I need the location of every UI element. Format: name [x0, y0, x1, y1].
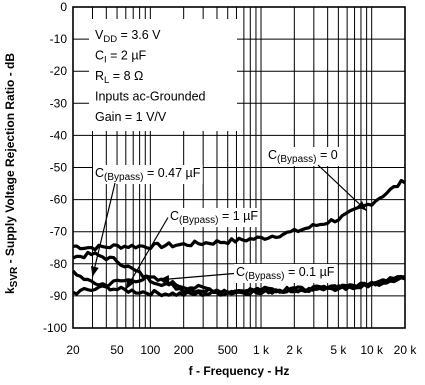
leader-arrowhead: [356, 201, 367, 211]
x-tick-label: 200: [174, 343, 194, 357]
x-tick-label: 100: [140, 343, 160, 357]
leader-line: [317, 164, 368, 212]
series-cbypass-0: [72, 178, 406, 252]
condition-gain: Gain = 1 V/V: [95, 110, 167, 124]
condition-ci: CI = 2 µF: [95, 49, 147, 66]
y-tick-label: -20: [50, 64, 68, 78]
y-tick-label: -60: [50, 193, 68, 207]
annotation-cbypass-0.1uf: C(Bypass) = 0.1 µF: [236, 265, 335, 282]
condition-inputs: Inputs ac-Grounded: [95, 90, 206, 104]
leader-arrowhead: [159, 275, 170, 283]
y-tick-label: -100: [43, 321, 67, 335]
leader-line: [159, 272, 235, 281]
y-tick-label: -10: [50, 32, 68, 46]
leader-line: [91, 182, 116, 277]
leader-line: [125, 217, 169, 290]
y-tick-label: -90: [50, 289, 68, 303]
y-tick-label: -80: [50, 257, 68, 271]
plot-frame: [72, 6, 406, 329]
x-tick-label: 20 k: [394, 343, 418, 357]
y-axis-ticks: 0 -10 -20 -30 -40 -50 -60 -70 -80 -90 -100: [43, 0, 67, 335]
y-tick-label: -70: [50, 225, 68, 239]
annotation-cbypass-1uf: C(Bypass) = 1 µF: [170, 209, 258, 226]
annotation-cbypass-0: C(Bypass) = 0: [268, 148, 338, 165]
leader-arrowhead: [125, 278, 135, 290]
annotation-cbypass-0.47uf: C(Bypass) = 0.47 µF: [95, 166, 201, 183]
y-axis-label: kSVR - Supply Voltage Rejection Ratio - …: [3, 53, 20, 294]
x-tick-label: 500: [218, 343, 238, 357]
annotation-leaders: [90, 164, 368, 290]
x-tick-label: 5 k: [330, 343, 347, 357]
x-axis-ticks: 20 50 100 200 500 1 k 2 k 5 k 10 k 20 k: [66, 343, 417, 357]
x-tick-label: 10 k: [360, 343, 384, 357]
annotation-bg: [234, 264, 337, 283]
conditions-box: [89, 19, 237, 131]
annotation-bg: [168, 208, 261, 227]
annotation-bg: [93, 165, 203, 184]
y-tick-label: -30: [50, 96, 68, 110]
x-tick-label: 50: [110, 343, 124, 357]
condition-vdd: VDD = 3.6 V: [95, 28, 161, 45]
y-tick-label: -50: [50, 161, 68, 175]
x-tick-label: 20: [66, 343, 80, 357]
leader-arrowhead: [90, 265, 99, 277]
y-tick-label: -40: [50, 128, 68, 142]
x-tick-label: 1 k: [253, 343, 270, 357]
x-tick-label: 2 k: [286, 343, 303, 357]
y-tick-label: 0: [60, 0, 67, 14]
condition-rl: RL = 8 Ω: [95, 69, 143, 86]
annotation-bg: [266, 147, 340, 166]
x-axis-label: f - Frequency - Hz: [189, 364, 290, 378]
